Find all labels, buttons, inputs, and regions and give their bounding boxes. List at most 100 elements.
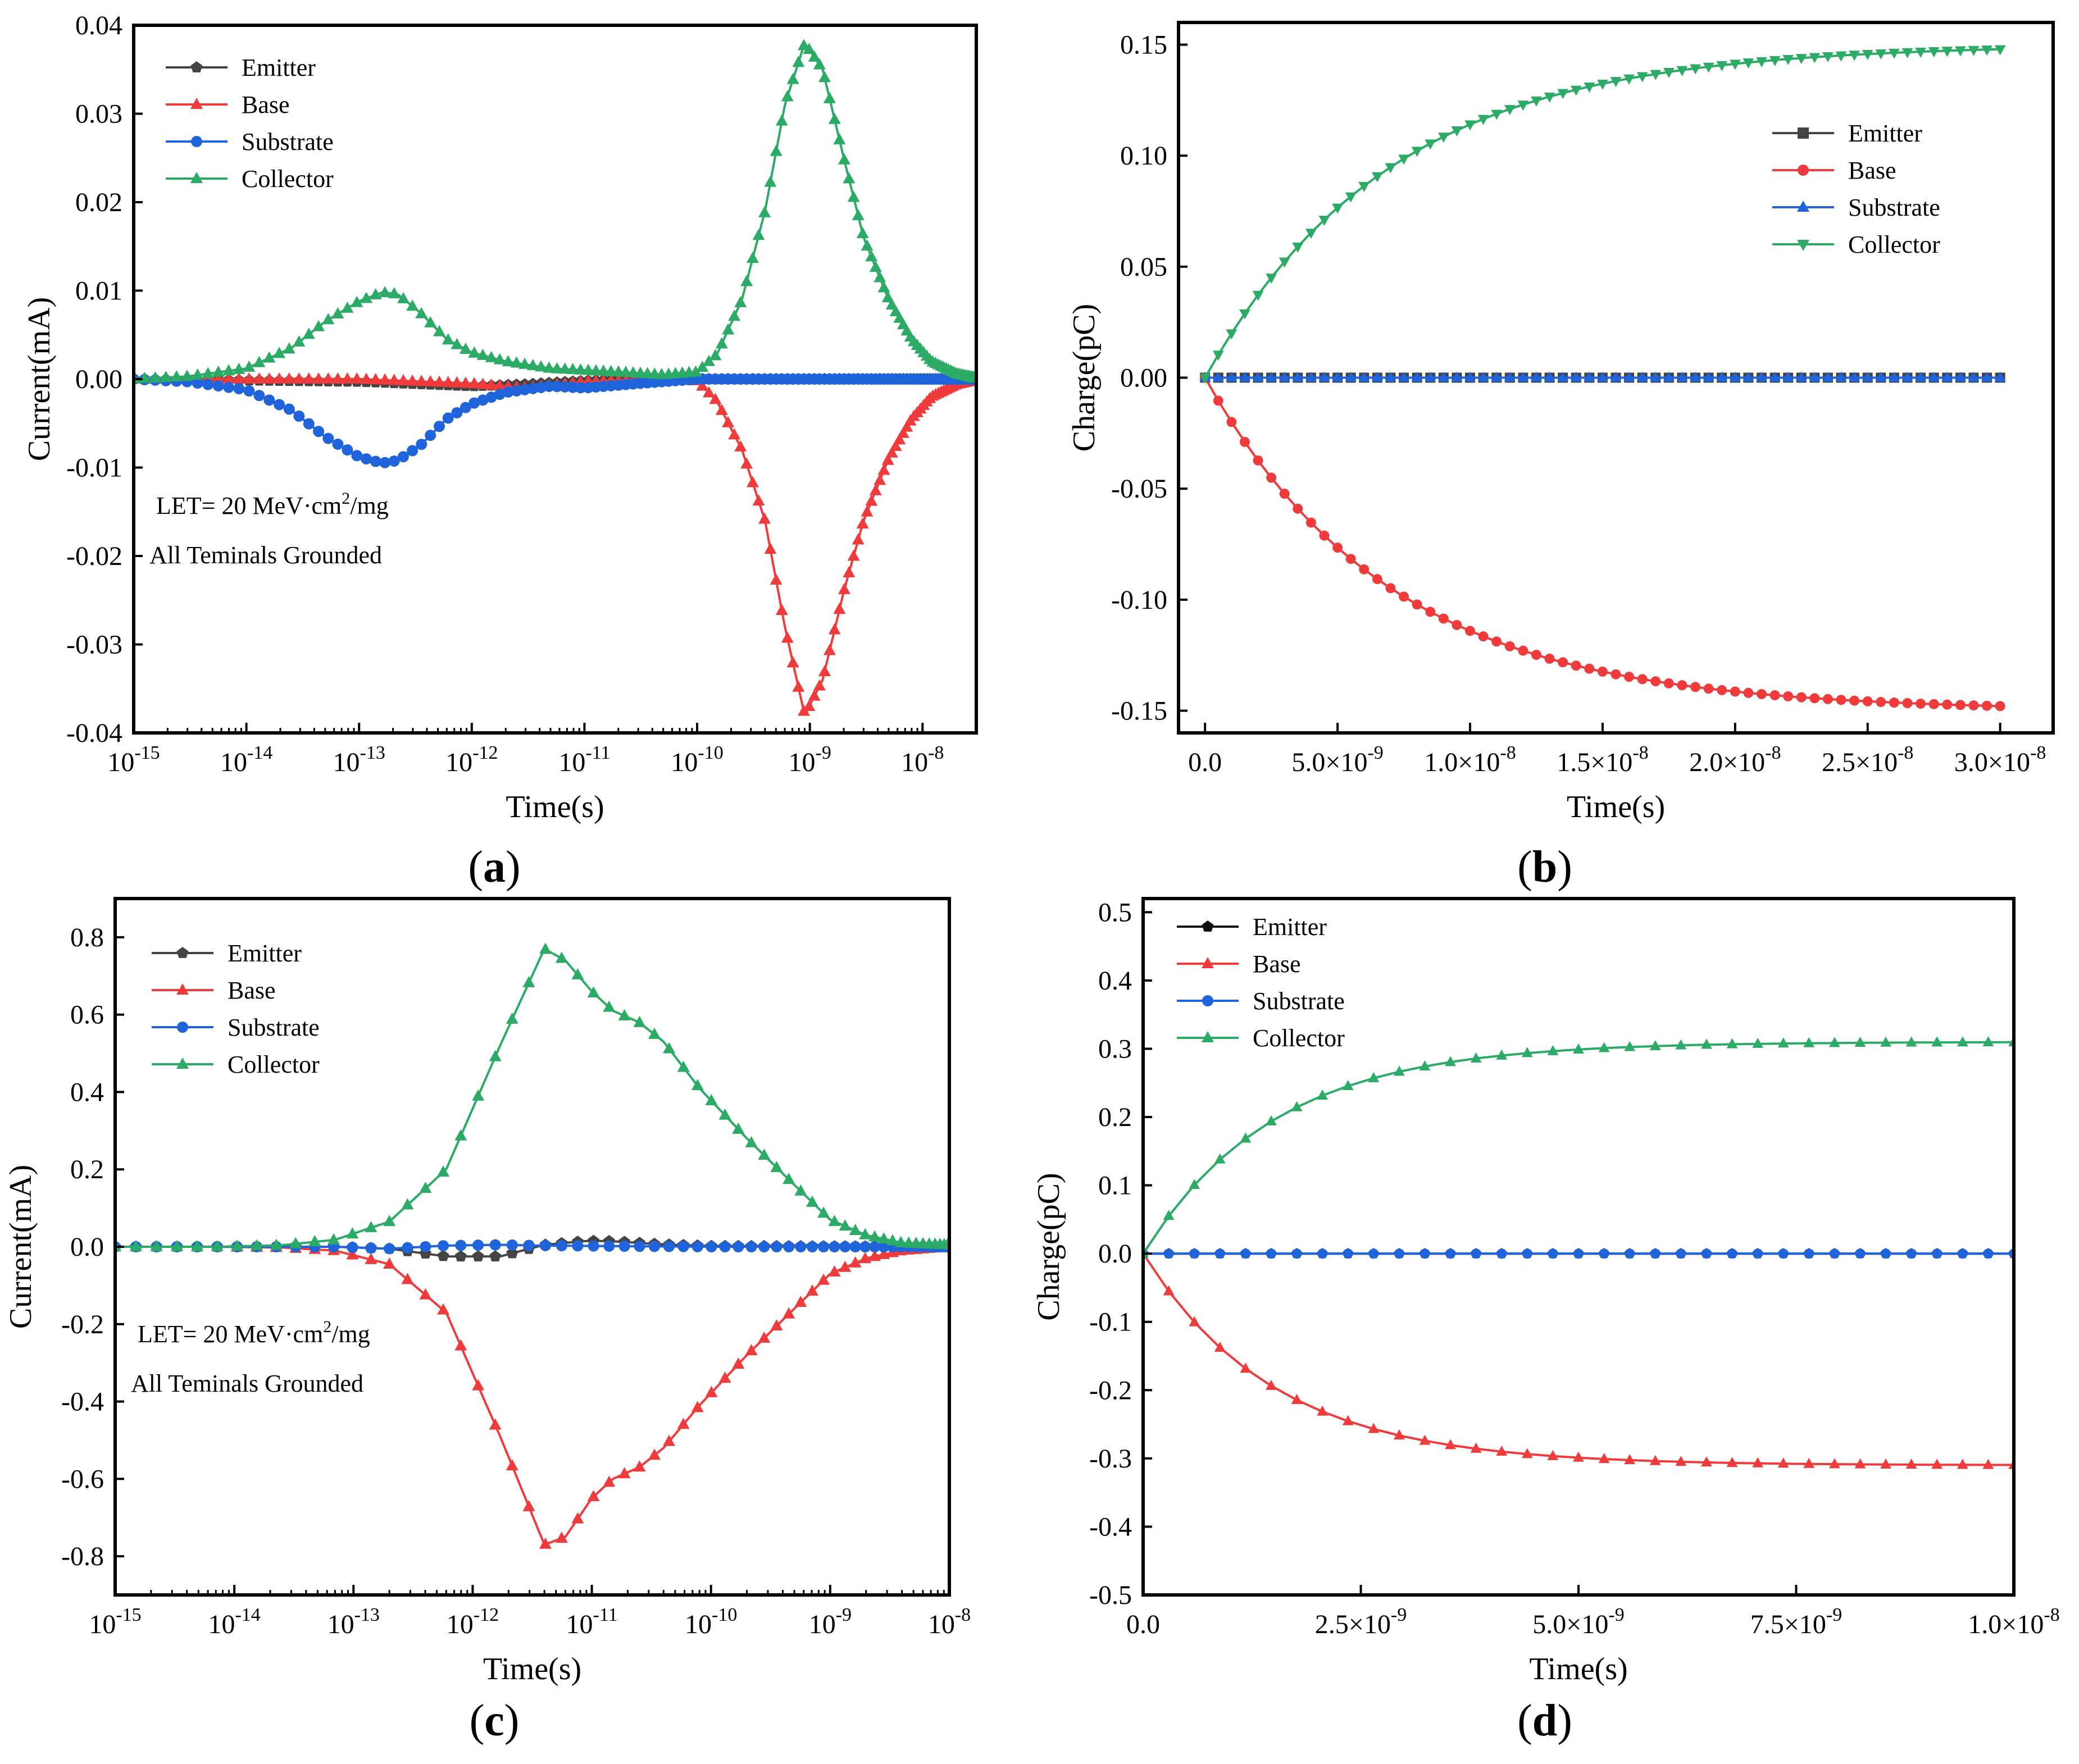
legend-item: Base xyxy=(1772,157,1896,184)
data-point xyxy=(849,1241,861,1252)
y-tick-label: -0.04 xyxy=(66,718,122,748)
data-point xyxy=(1829,1248,1840,1259)
data-point xyxy=(1690,682,1701,692)
data-point xyxy=(1982,1458,1994,1469)
data-point xyxy=(618,1009,631,1020)
data-point xyxy=(1371,172,1383,183)
data-point xyxy=(1676,1248,1686,1259)
data-point xyxy=(379,457,391,468)
legend-label: Base xyxy=(1253,950,1301,978)
data-point xyxy=(817,1206,830,1218)
data-point xyxy=(468,397,480,409)
data-point xyxy=(416,439,427,450)
data-point xyxy=(351,450,363,462)
data-point xyxy=(223,381,235,393)
data-point xyxy=(1213,395,1223,406)
x-tick-label: 10-11 xyxy=(566,1605,618,1639)
data-point xyxy=(1371,371,1383,382)
data-point xyxy=(1425,607,1436,617)
data-point xyxy=(648,1448,661,1460)
data-point xyxy=(1464,120,1476,131)
data-point xyxy=(1399,591,1409,602)
data-point xyxy=(170,370,183,382)
data-point xyxy=(190,1240,203,1251)
data-point xyxy=(1889,371,1900,382)
data-point xyxy=(1419,1434,1431,1445)
data-point xyxy=(869,261,882,272)
data-point xyxy=(818,71,831,83)
data-point xyxy=(455,1239,467,1251)
data-point xyxy=(746,252,759,263)
data-point xyxy=(1855,1248,1866,1259)
data-point xyxy=(1994,45,2006,56)
panel-label-b: (b) xyxy=(1517,842,1572,892)
y-tick-label: 0.02 xyxy=(75,188,122,217)
data-point xyxy=(1663,371,1675,382)
data-point xyxy=(1624,1454,1636,1465)
data-point xyxy=(786,656,799,668)
data-point xyxy=(677,1417,690,1429)
data-point xyxy=(1496,1049,1508,1060)
data-point xyxy=(506,1459,518,1471)
data-point xyxy=(1445,1056,1456,1066)
data-point xyxy=(1368,1423,1380,1433)
data-point xyxy=(1753,1248,1763,1259)
data-point xyxy=(1419,1060,1431,1071)
data-point xyxy=(648,1241,660,1252)
legend-marker xyxy=(1797,200,1809,212)
data-point xyxy=(1931,1036,1943,1047)
data-point xyxy=(263,372,276,384)
chart-c: 0.80.60.40.20.0-0.2-0.4-0.6-0.810-15 10-1… xyxy=(3,897,971,1686)
legend-marker xyxy=(1202,920,1214,932)
data-point xyxy=(361,453,372,465)
data-point xyxy=(1504,371,1516,382)
data-point xyxy=(1317,1090,1329,1100)
data-point xyxy=(886,1234,899,1246)
data-point xyxy=(526,359,539,371)
data-point xyxy=(312,320,325,331)
x-tick-label: 7.5×10-9 xyxy=(1750,1605,1842,1639)
data-point xyxy=(1677,680,1687,691)
data-point xyxy=(603,1000,616,1012)
legend: Emitter Base Substrate Collector xyxy=(1177,913,1345,1052)
annotation-let: LET= 20 MeV·cm2/mg xyxy=(156,489,389,519)
data-point xyxy=(1795,54,1807,65)
data-point xyxy=(1445,1248,1456,1259)
data-point xyxy=(1905,1036,1917,1047)
data-point xyxy=(1477,371,1489,382)
data-point xyxy=(764,175,777,187)
data-point xyxy=(839,1241,851,1252)
series-substrate xyxy=(1143,1248,2014,1259)
data-point xyxy=(1570,85,1582,96)
data-point xyxy=(312,372,325,384)
annotation: LET= 20 MeV·cm2/mg All Teminals Grounded xyxy=(131,1318,370,1397)
data-point xyxy=(852,533,865,545)
x-ticks: 10-15 10-14 10-13 10-12 10-11 10-10 10-9 10-8 xyxy=(107,723,944,777)
data-point xyxy=(1769,690,1780,700)
y-tick-label: -0.10 xyxy=(1111,585,1167,615)
data-point xyxy=(1889,698,1899,708)
data-point xyxy=(1915,47,1926,58)
data-point xyxy=(1398,371,1409,382)
data-point xyxy=(302,327,315,339)
x-tick-label: 5.0×10-9 xyxy=(1291,742,1383,777)
data-point xyxy=(322,313,335,325)
data-point xyxy=(1743,687,1754,698)
data-point xyxy=(828,112,841,124)
data-point xyxy=(1822,371,1834,382)
data-point xyxy=(1393,1429,1405,1440)
data-point xyxy=(1931,1458,1943,1469)
data-point xyxy=(843,172,856,184)
data-point xyxy=(233,372,245,384)
data-point xyxy=(1752,1457,1764,1467)
data-point xyxy=(794,1296,807,1307)
data-point xyxy=(1531,371,1542,382)
data-point xyxy=(1573,1451,1584,1462)
data-point xyxy=(781,90,794,102)
data-point xyxy=(696,361,709,372)
x-axis-title: Time(s) xyxy=(483,1652,581,1686)
data-point xyxy=(1266,274,1277,284)
y-tick-label: -0.2 xyxy=(61,1310,104,1339)
data-point xyxy=(877,463,890,475)
y-ticks: 0.04 0.03 0.02 0.01 0.00 -0.01 -0.02 -0.03 -0.04 xyxy=(66,11,143,748)
